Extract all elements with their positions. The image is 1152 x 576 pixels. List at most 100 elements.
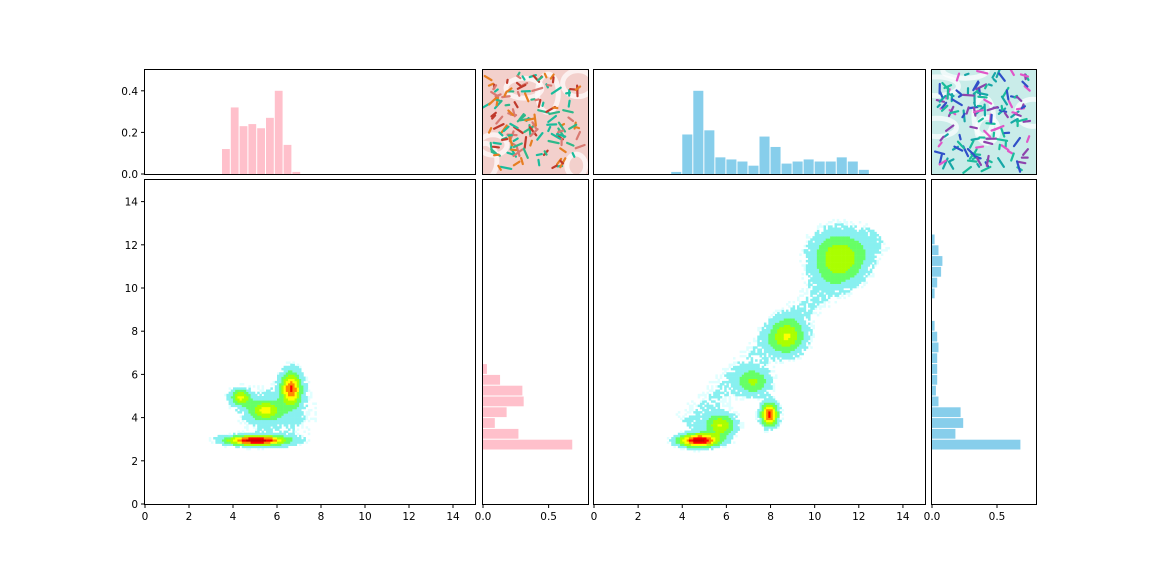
heatmap-cell	[717, 408, 721, 412]
heatmap-cell	[843, 259, 846, 263]
heatmap-cell	[759, 376, 763, 380]
heatmap-cell	[874, 234, 877, 237]
heatmap-cell	[759, 344, 763, 347]
heatmap-cell	[770, 357, 774, 360]
heatmap-cell	[825, 257, 829, 261]
heatmap-cell	[746, 363, 749, 367]
heatmap-cell	[686, 402, 690, 405]
heatmap-cell	[710, 408, 714, 412]
heatmap-cell	[248, 408, 251, 412]
heatmap-cell	[794, 335, 798, 338]
heatmap-cell	[708, 428, 712, 431]
heatmap-cell	[697, 430, 701, 434]
heatmap-cell	[803, 346, 807, 349]
heatmap-cell	[257, 396, 260, 399]
heatmap-cell	[847, 231, 851, 235]
heatmap-cell	[228, 432, 232, 436]
heatmap-cell	[772, 326, 776, 330]
heatmap-cell	[713, 406, 716, 410]
heatmap-cell	[856, 234, 860, 237]
heatmap-cell	[779, 322, 782, 326]
heatmap-cell	[772, 376, 776, 380]
heatmap-cell	[268, 424, 271, 427]
heatmap-cell	[288, 411, 291, 414]
heatmap-cell	[777, 329, 780, 332]
heatmap-cell	[843, 257, 846, 261]
heatmap-cell	[763, 329, 767, 332]
heatmap-cell	[710, 447, 714, 451]
heatmap-cell	[244, 406, 247, 410]
heatmap-cell	[274, 421, 278, 425]
heatmap-cell	[737, 376, 740, 380]
heatmap-cell	[849, 275, 853, 278]
heatmap-cell	[288, 437, 291, 440]
heatmap-cell	[233, 439, 236, 442]
heatmap-cell	[230, 404, 234, 408]
heatmap-cell	[715, 426, 718, 429]
heatmap-cell	[303, 439, 306, 442]
heatmap-cell	[878, 246, 882, 250]
heatmap-cell	[759, 333, 763, 336]
heatmap-cell	[770, 335, 774, 338]
heatmap-cell	[744, 372, 747, 375]
heatmap-cell	[233, 389, 236, 392]
heatmap-cell	[237, 398, 240, 401]
protein-structure-icon	[482, 69, 588, 174]
heatmap-cell	[217, 434, 221, 438]
heatmap-cell	[863, 268, 866, 272]
heatmap-cell	[693, 424, 696, 427]
heatmap-cell	[790, 339, 793, 343]
heatmap-cell	[801, 300, 804, 304]
heatmap-cell	[248, 385, 251, 388]
heatmap-cell	[759, 335, 763, 338]
heatmap-cell	[832, 253, 835, 256]
heatmap-cell	[821, 275, 824, 278]
heatmap-cell	[281, 385, 284, 388]
heatmap-cell	[255, 430, 258, 434]
heatmap-cell	[808, 259, 811, 263]
heatmap-cell	[819, 255, 822, 259]
histogram-bar	[932, 418, 964, 428]
heatmap-cell	[841, 229, 844, 233]
heatmap-cell	[283, 443, 287, 446]
heatmap-cell	[834, 279, 838, 282]
heatmap-cell	[779, 333, 782, 336]
heatmap-cell	[766, 426, 769, 429]
heatmap-cell	[728, 437, 732, 440]
heatmap-cell	[279, 437, 282, 440]
heatmap-cell	[294, 434, 298, 438]
heatmap-cell	[763, 342, 767, 345]
heatmap-cell	[830, 229, 833, 233]
heatmap-cell	[290, 437, 293, 440]
heatmap-cell	[757, 383, 760, 386]
heatmap-cell	[235, 393, 238, 397]
heatmap-cell	[695, 430, 699, 434]
heatmap-cell	[834, 227, 838, 230]
heatmap-cell	[255, 393, 258, 397]
heatmap-cell	[838, 277, 842, 280]
heatmap-cell	[239, 441, 243, 444]
heatmap-cell	[841, 268, 844, 272]
heatmap-cell	[268, 415, 271, 418]
heatmap-cell	[283, 434, 287, 438]
heatmap-cell	[294, 385, 298, 388]
heatmap-cell	[735, 421, 738, 425]
heatmap-cell	[281, 419, 284, 423]
heatmap-cell	[797, 322, 800, 326]
heatmap-cell	[865, 268, 868, 272]
heatmap-cell	[788, 313, 791, 317]
heatmap-cell	[841, 281, 844, 284]
heatmap-cell	[226, 396, 229, 399]
histogram-bar	[932, 353, 938, 364]
heatmap-cell	[750, 391, 754, 395]
heatmap-cell	[801, 342, 804, 345]
heatmap-cell	[702, 441, 705, 444]
heatmap-cell	[821, 257, 824, 261]
heatmap-cell	[810, 329, 813, 332]
heatmap-cell	[699, 428, 703, 431]
heatmap-cell	[803, 348, 807, 351]
heatmap-cell	[774, 329, 778, 332]
heatmap-cell	[830, 270, 833, 274]
heatmap-cell	[752, 396, 756, 399]
heatmap-cell	[792, 326, 796, 330]
